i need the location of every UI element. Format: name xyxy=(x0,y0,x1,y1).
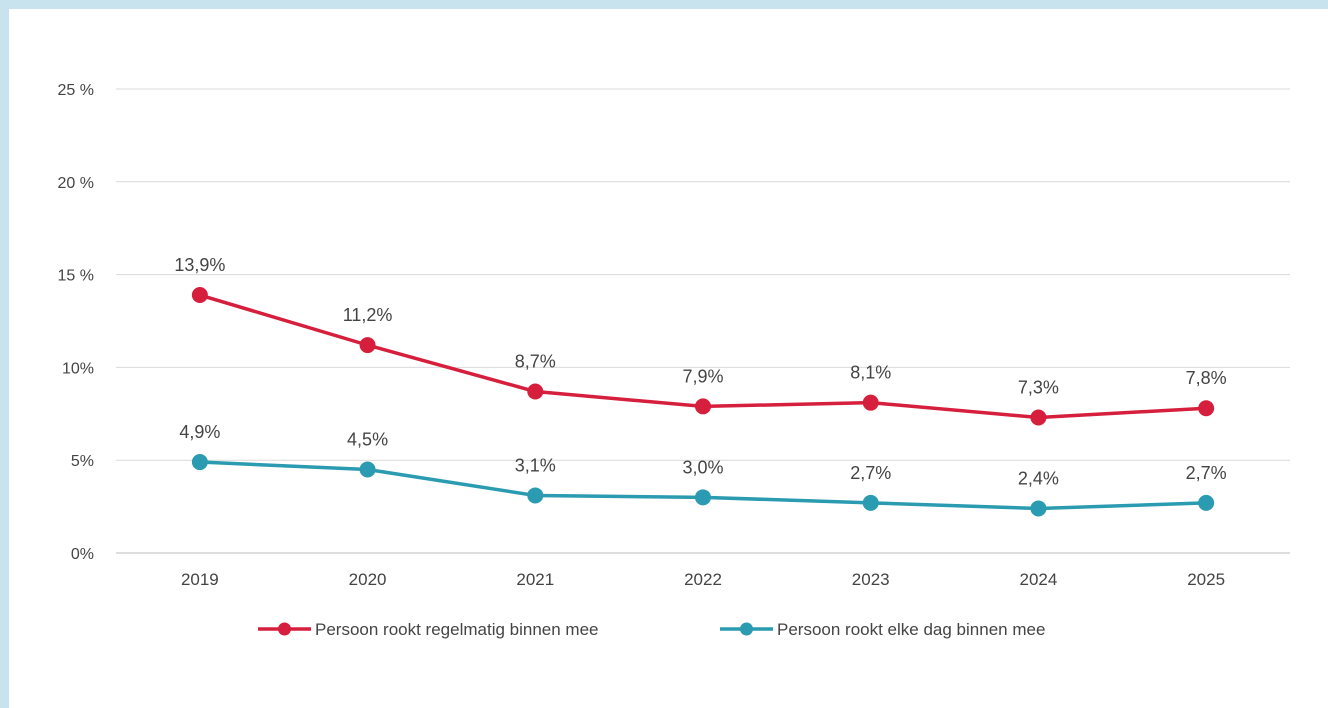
y-tick-label: 20 % xyxy=(58,175,94,192)
gridlines xyxy=(116,88,1290,554)
x-tick-label: 2022 xyxy=(684,570,722,589)
data-point xyxy=(527,383,544,400)
x-tick-label: 2020 xyxy=(349,570,387,589)
data-label: 3,0% xyxy=(682,457,723,477)
legend-item: Persoon rookt elke dag binnen mee xyxy=(720,620,1045,639)
x-tick-label: 2025 xyxy=(1187,570,1225,589)
legend-item: Persoon rookt regelmatig binnen mee xyxy=(258,620,599,639)
x-axis-ticks: 2019 2020 2021 2022 2023 2024 2025 xyxy=(181,570,1225,589)
data-point xyxy=(527,487,544,504)
data-point xyxy=(191,287,208,304)
legend-marker xyxy=(278,622,291,636)
data-point xyxy=(695,398,711,415)
y-tick-label: 15 % xyxy=(58,268,94,285)
series-1: 13,9% 11,2% 8,7% 7,9% 8,1% 7,3% 7,8% xyxy=(174,255,1227,426)
x-tick-label: 2019 xyxy=(181,570,219,589)
chart-panel xyxy=(9,9,1328,708)
y-tick-label: 5% xyxy=(71,453,94,470)
data-label: 7,3% xyxy=(1018,378,1059,398)
legend: Persoon rookt regelmatig binnen mee Perso… xyxy=(258,620,1045,639)
legend-marker xyxy=(740,622,753,636)
data-point xyxy=(1198,494,1215,511)
data-label: 3,1% xyxy=(515,455,556,475)
data-point xyxy=(359,337,376,354)
data-label: 2,7% xyxy=(850,463,891,483)
data-label: 8,1% xyxy=(850,363,891,383)
data-point xyxy=(359,461,376,478)
data-label: 7,8% xyxy=(1186,368,1227,388)
y-tick-label: 10% xyxy=(62,360,94,377)
data-point xyxy=(862,494,879,511)
x-tick-label: 2024 xyxy=(1020,570,1058,589)
data-point xyxy=(862,394,879,411)
series-2: 4,9% 4,5% 3,1% 3,0% 2,7% 2,4% 2,7% xyxy=(179,422,1227,517)
data-label: 8,7% xyxy=(515,352,556,372)
y-tick-label: 0% xyxy=(71,546,94,563)
data-point xyxy=(1030,409,1047,426)
data-point xyxy=(1198,400,1215,417)
data-label: 4,9% xyxy=(179,422,220,442)
data-point xyxy=(1030,500,1047,517)
data-label: 11,2% xyxy=(343,305,393,325)
data-label: 13,9% xyxy=(174,255,225,275)
series-group: 13,9% 11,2% 8,7% 7,9% 8,1% 7,3% 7,8% 4,9% 4,5% 3,… xyxy=(174,255,1227,517)
y-tick-label: 25 % xyxy=(58,82,94,99)
data-label: 4,5% xyxy=(347,429,388,449)
data-label: 2,7% xyxy=(1186,463,1227,483)
legend-label: Persoon rookt elke dag binnen mee xyxy=(777,620,1045,639)
x-tick-label: 2023 xyxy=(852,570,890,589)
data-point xyxy=(191,454,208,471)
data-label: 2,4% xyxy=(1018,468,1059,488)
y-axis-ticks: 0% 5% 10% 15 % 20 % 25 % xyxy=(58,82,94,563)
x-tick-label: 2021 xyxy=(516,570,554,589)
data-point xyxy=(695,489,711,506)
legend-label: Persoon rookt regelmatig binnen mee xyxy=(315,620,599,639)
data-label: 7,9% xyxy=(682,366,723,386)
